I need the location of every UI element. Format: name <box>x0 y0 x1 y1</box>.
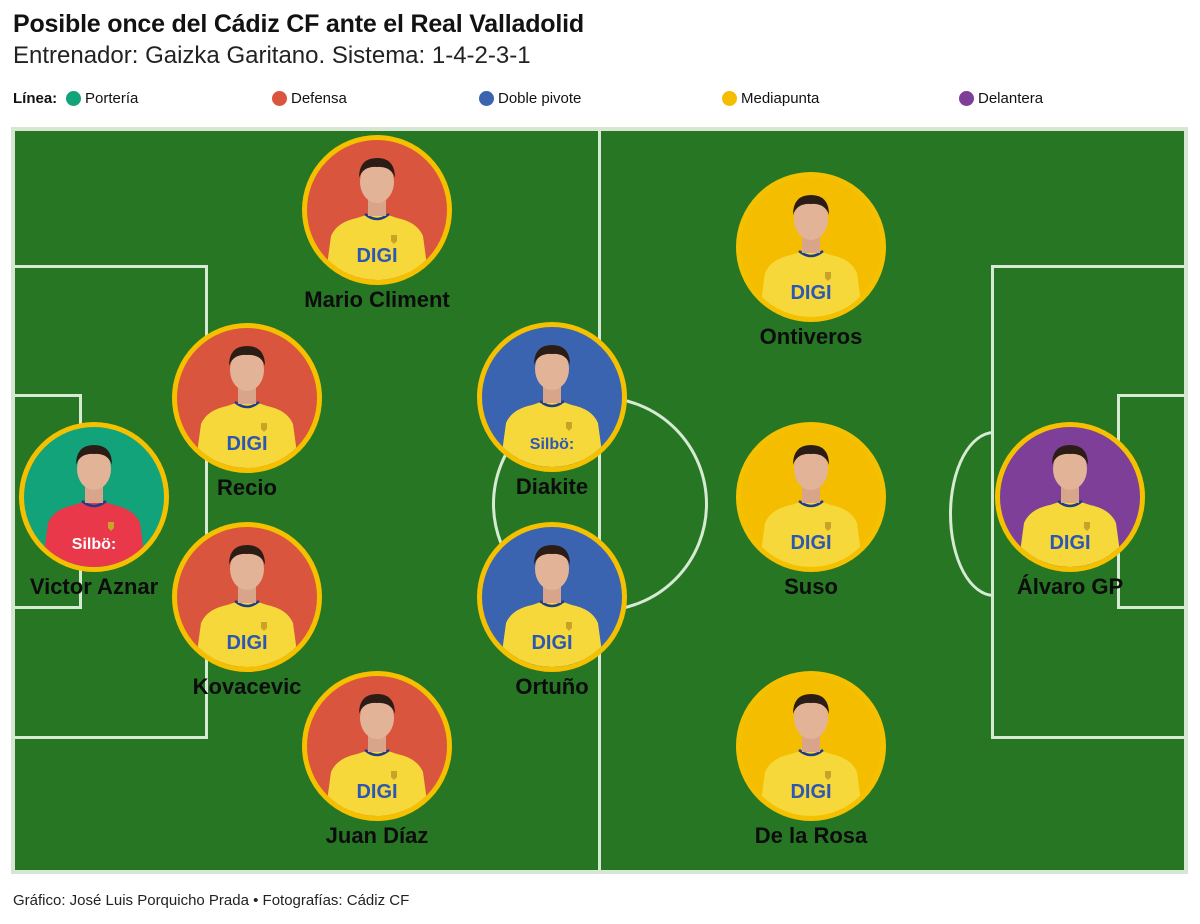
player-photo: Silbö: <box>477 322 627 472</box>
player-photo: DIGI <box>736 422 886 572</box>
svg-text:DIGI: DIGI <box>356 245 397 267</box>
player-de-la-rosa[interactable]: DIGI De la Rosa <box>731 671 891 849</box>
player-portrait-icon: Silbö: <box>500 345 604 467</box>
legend-dot-icon <box>479 91 494 106</box>
player-ontiveros[interactable]: DIGI Ontiveros <box>731 172 891 350</box>
player-portrait-icon: DIGI <box>759 195 863 317</box>
player-name: Ortuño <box>515 674 589 699</box>
legend-label: Doble pivote <box>498 90 582 107</box>
player-photo: DIGI <box>302 135 452 285</box>
player-kovacevic[interactable]: DIGI Kovacevic <box>167 522 327 700</box>
player-portrait-icon: Silbö: <box>42 445 146 567</box>
chart-title: Posible once del Cádiz CF ante el Real V… <box>13 10 584 38</box>
svg-text:DIGI: DIGI <box>790 532 831 554</box>
player-portrait-icon: DIGI <box>325 158 429 280</box>
player-portrait-icon: DIGI <box>195 545 299 667</box>
legend-item-delantera: Delantera <box>959 90 1043 107</box>
player-name: Ontiveros <box>759 324 863 349</box>
player-alvaro-gp[interactable]: DIGI Álvaro GP <box>990 422 1150 600</box>
player-ortuno[interactable]: DIGI Ortuño <box>472 522 632 700</box>
player-suso[interactable]: DIGI Suso <box>731 422 891 600</box>
player-recio[interactable]: DIGI Recio <box>167 323 327 501</box>
left-penalty-area <box>15 265 208 739</box>
player-photo: DIGI <box>302 671 452 821</box>
legend-label: Portería <box>85 90 139 107</box>
player-name: Victor Aznar <box>29 574 159 599</box>
player-victor-aznar[interactable]: Silbö: Victor Aznar <box>14 422 174 600</box>
legend-item-porteria: Portería <box>66 90 138 107</box>
credits-footer: Gráfico: José Luis Porquicho Prada • Fot… <box>13 892 410 909</box>
legend-lead: Línea: <box>13 90 58 107</box>
football-pitch: Silbö: Victor Aznar DIGI Mario Climent D… <box>11 127 1188 874</box>
legend-dot-icon <box>959 91 974 106</box>
svg-text:DIGI: DIGI <box>790 781 831 803</box>
svg-text:DIGI: DIGI <box>531 632 572 654</box>
legend-label: Defensa <box>291 90 347 107</box>
player-name: Juan Díaz <box>325 823 429 848</box>
legend-label: Delantera <box>978 90 1044 107</box>
legend-dot-icon <box>272 91 287 106</box>
legend-item-doble-pivote: Doble pivote <box>479 90 581 107</box>
player-diakite[interactable]: Silbö: Diakite <box>472 322 632 500</box>
svg-text:Silbö:: Silbö: <box>530 436 574 453</box>
player-name: Suso <box>784 574 838 599</box>
svg-text:Silbö:: Silbö: <box>72 536 116 553</box>
svg-text:DIGI: DIGI <box>1049 532 1090 554</box>
legend-item-defensa: Defensa <box>272 90 347 107</box>
chart-subtitle: Entrenador: Gaizka Garitano. Sistema: 1-… <box>13 42 531 69</box>
player-photo: DIGI <box>477 522 627 672</box>
player-name: Kovacevic <box>192 674 302 699</box>
player-portrait-icon: DIGI <box>500 545 604 667</box>
legend-label: Mediapunta <box>741 90 820 107</box>
player-portrait-icon: DIGI <box>759 694 863 816</box>
svg-text:DIGI: DIGI <box>790 282 831 304</box>
player-portrait-icon: DIGI <box>1018 445 1122 567</box>
player-name: Diakite <box>515 474 589 499</box>
player-photo: DIGI <box>172 522 322 672</box>
legend-item-mediapunta: Mediapunta <box>722 90 819 107</box>
svg-text:DIGI: DIGI <box>356 781 397 803</box>
player-portrait-icon: DIGI <box>325 694 429 816</box>
player-photo: Silbö: <box>19 422 169 572</box>
legend-dot-icon <box>722 91 737 106</box>
player-juan-diaz[interactable]: DIGI Juan Díaz <box>297 671 457 849</box>
player-photo: DIGI <box>995 422 1145 572</box>
legend-dot-icon <box>66 91 81 106</box>
player-portrait-icon: DIGI <box>759 445 863 567</box>
player-photo: DIGI <box>736 671 886 821</box>
svg-text:DIGI: DIGI <box>226 433 267 455</box>
player-photo: DIGI <box>172 323 322 473</box>
player-mario-climent[interactable]: DIGI Mario Climent <box>297 135 457 313</box>
player-name: De la Rosa <box>754 823 868 848</box>
player-name: Mario Climent <box>304 287 450 312</box>
player-name: Álvaro GP <box>1016 574 1124 599</box>
svg-text:DIGI: DIGI <box>226 632 267 654</box>
player-photo: DIGI <box>736 172 886 322</box>
player-name: Recio <box>217 475 277 500</box>
player-portrait-icon: DIGI <box>195 346 299 468</box>
legend: Línea: Portería Defensa Doble pivote Med… <box>13 90 1193 110</box>
pitch-grass <box>15 131 1184 870</box>
